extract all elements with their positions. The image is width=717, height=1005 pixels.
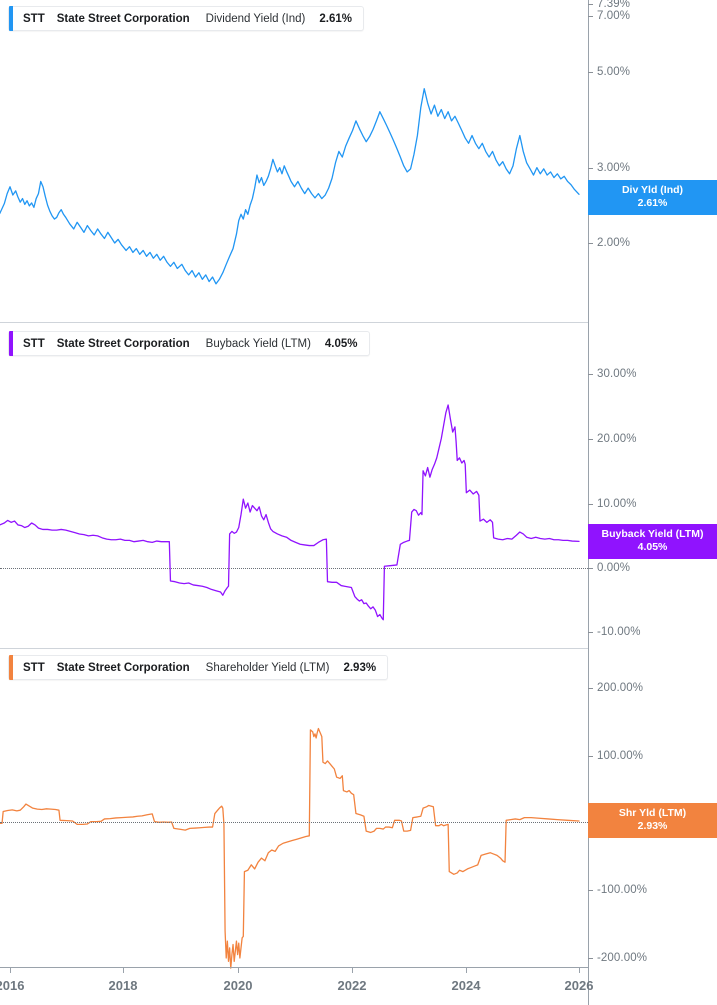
time-axis-tick (352, 967, 353, 973)
axis-tick (588, 16, 593, 17)
time-axis-label: 2020 (223, 978, 253, 993)
current-value-badge-dividend[interactable]: Div Yld (Ind) 2.61% (588, 180, 717, 215)
dividend-yield-line-svg (0, 88, 580, 285)
chip-ticker-buyback: STT (23, 337, 45, 350)
axis-tick-label: 10.00% (597, 498, 637, 510)
panel-buyback-yield: STT State Street Corporation Buyback Yie… (0, 322, 717, 648)
series-line-dividend (0, 88, 580, 285)
chip-metric-dividend: Dividend Yield (Ind) (205, 12, 306, 25)
badge-value: 2.61% (637, 197, 668, 209)
axis-tick (588, 756, 593, 757)
axis-tick (588, 374, 593, 375)
chip-ticker-dividend: STT (23, 12, 45, 25)
current-value-badge-shareholder[interactable]: Shr Yld (LTM) 2.93% (588, 803, 717, 838)
chip-value-buyback: 4.05% (324, 337, 358, 350)
axis-tick (588, 632, 593, 633)
time-axis-label: 2016 (0, 978, 25, 993)
chip-color-bar-dividend (9, 6, 13, 31)
time-axis-tick (579, 967, 580, 973)
axis-tick-label: 30.00% (597, 368, 637, 380)
badge-label: Shr Yld (LTM) (618, 807, 687, 819)
time-axis-label: 2018 (108, 978, 138, 993)
time-axis-label: 2022 (337, 978, 367, 993)
badge-value: 4.05% (637, 541, 668, 553)
panel-separator-1 (0, 322, 588, 323)
axis-tick-label: 2.00% (597, 237, 631, 249)
time-axis-tick (123, 967, 124, 973)
axis-tick-label: 5.00% (597, 66, 631, 78)
chip-shareholder-yield[interactable]: STT State Street Corporation Shareholder… (8, 655, 389, 680)
panel-shareholder-yield: STT State Street Corporation Shareholder… (0, 648, 717, 1005)
axis-tick-label: 200.00% (597, 682, 644, 694)
axis-tick (588, 72, 593, 73)
axis-tick (588, 688, 593, 689)
axis-tick (588, 4, 593, 5)
axis-tick (588, 243, 593, 244)
axis-tick (588, 439, 593, 440)
current-value-badge-buyback[interactable]: Buyback Yield (LTM) 4.05% (588, 524, 717, 559)
value-axis-dividend: 7.39% 7.00% 5.00% 3.00% 2.00% Div Yld (Ind) 2.… (588, 0, 717, 322)
plot-area-dividend (0, 0, 588, 322)
time-axis-tick (238, 967, 239, 973)
plot-area-shareholder (0, 648, 588, 1005)
axis-tick-label: 3.00% (597, 162, 631, 174)
chip-value-dividend: 2.61% (319, 12, 352, 25)
badge-label: Div Yld (Ind) (621, 184, 684, 196)
axis-tick-label: -100.00% (597, 884, 648, 896)
time-axis: 2016 2018 2020 2022 2024 2026 (0, 967, 717, 1005)
time-axis-line (0, 967, 588, 968)
chip-company-shareholder: State Street Corporation (56, 661, 190, 674)
time-axis-label: 2026 (564, 978, 594, 993)
chip-value-shareholder: 2.93% (343, 661, 377, 674)
axis-tick-label: 0.00% (597, 562, 631, 574)
time-axis-tick (466, 967, 467, 973)
panel-dividend-yield: STT State Street Corporation Dividend Yi… (0, 0, 717, 322)
chip-dividend-yield[interactable]: STT State Street Corporation Dividend Yi… (8, 6, 364, 31)
chip-color-bar-buyback (9, 331, 13, 356)
axis-line-dividend (588, 0, 589, 322)
time-axis-label: 2024 (451, 978, 481, 993)
zero-reference-line (0, 568, 588, 569)
badge-label: Buyback Yield (LTM) (601, 528, 704, 540)
chip-company-dividend: State Street Corporation (56, 12, 190, 25)
axis-tick-label: -200.00% (597, 952, 648, 964)
chip-buyback-yield[interactable]: STT State Street Corporation Buyback Yie… (8, 331, 370, 356)
axis-line-buyback (588, 322, 589, 648)
plot-area-buyback (0, 322, 588, 648)
chip-company-buyback: State Street Corporation (56, 337, 190, 350)
series-line-shareholder (0, 727, 580, 969)
axis-tick-label: -10.00% (597, 626, 641, 638)
badge-value: 2.93% (637, 820, 668, 832)
shareholder-yield-line-svg (0, 727, 580, 969)
value-axis-shareholder: 200.00%100.00%0.00%-100.00%-200.00%Shr Y… (588, 648, 717, 1005)
axis-tick (588, 168, 593, 169)
chip-metric-buyback: Buyback Yield (LTM) (205, 337, 311, 350)
axis-tick-label: 100.00% (597, 750, 644, 762)
axis-tick-label: 7.39% (597, 0, 631, 10)
zero-reference-line (0, 822, 588, 823)
series-line-buyback (0, 404, 580, 621)
buyback-yield-line-svg (0, 404, 580, 621)
axis-tick (588, 890, 593, 891)
panel-separator-2 (0, 648, 588, 649)
time-axis-tick (10, 967, 11, 973)
axis-tick (588, 568, 593, 569)
axis-tick (588, 958, 593, 959)
axis-tick-label: 7.00% (597, 10, 631, 22)
chip-color-bar-shareholder (9, 655, 13, 680)
value-axis-buyback: 30.00% 20.00% 10.00% 0.00% -10.00% Buyback Yi… (588, 322, 717, 648)
chip-ticker-shareholder: STT (23, 661, 45, 674)
axis-tick-label: 20.00% (597, 433, 637, 445)
chip-metric-shareholder: Shareholder Yield (LTM) (205, 661, 330, 674)
axis-tick (588, 504, 593, 505)
